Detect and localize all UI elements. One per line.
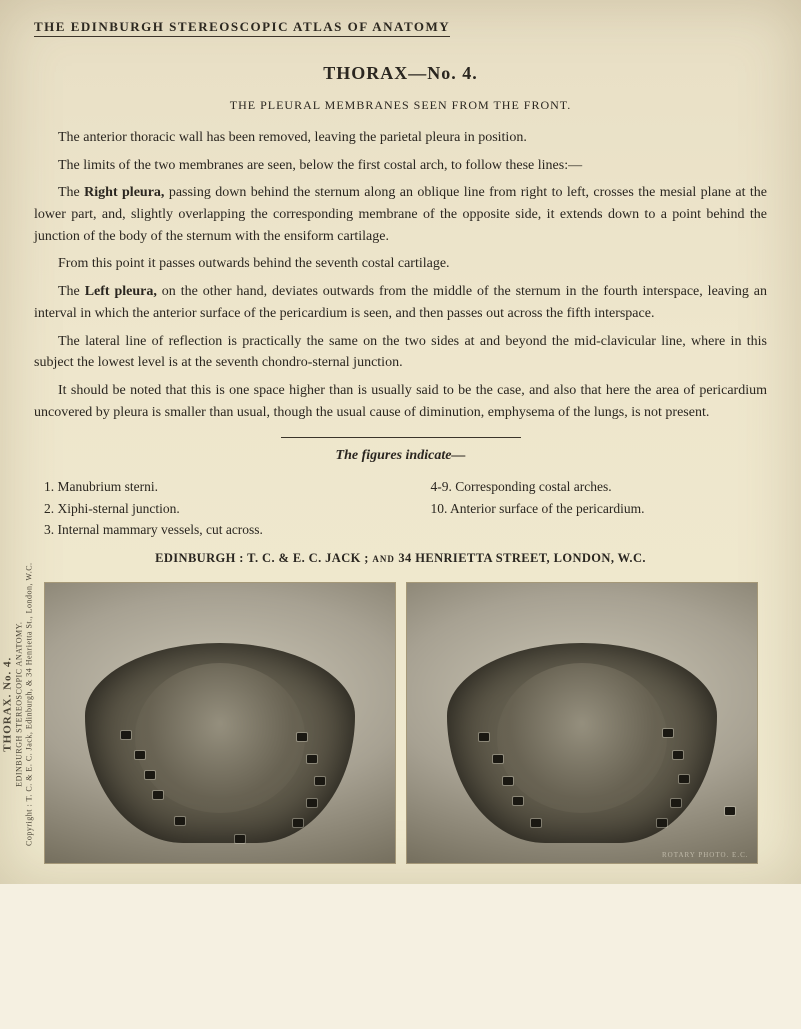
spine-label: THORAX. No. 4. EDINBURGH STEREOSCOPIC AN…: [4, 564, 32, 844]
spine-sub1: EDINBURGH STEREOSCOPIC ANATOMY.: [15, 621, 24, 786]
figures-indicate-heading: The figures indicate—: [34, 448, 767, 464]
figure-marker: [307, 799, 317, 807]
plate-title: THORAX—No. 4.: [34, 63, 767, 84]
paragraph-7: It should be noted that this is one spac…: [34, 380, 767, 423]
figure-marker: [673, 751, 683, 759]
spine-sub2: Copyright : T. C. & E. C. Jack, Edinburg…: [25, 562, 34, 846]
figure-marker: [315, 777, 325, 785]
spine-main: THORAX. No. 4.: [2, 657, 14, 752]
stereo-photo-right: ROTARY PHOTO. E.C.: [406, 582, 758, 864]
p5-bold: Left pleura,: [85, 284, 157, 299]
legend-item-3: 3. Internal mammary vessels, cut across.: [44, 519, 371, 541]
legend-item-2: 2. Xiphi-sternal junction.: [44, 498, 371, 520]
legend-left-column: 1. Manubrium sterni. 2. Xiphi-sternal ju…: [44, 476, 371, 541]
spine-text: THORAX. No. 4. EDINBURGH STEREOSCOPIC AN…: [2, 562, 34, 846]
figure-marker: [297, 733, 307, 741]
figure-marker: [657, 819, 667, 827]
publisher-a: EDINBURGH : T. C. & E. C. JACK ;: [155, 551, 372, 565]
figure-marker: [725, 807, 735, 815]
photo-credit: ROTARY PHOTO. E.C.: [662, 851, 748, 859]
figure-marker: [293, 819, 303, 827]
figure-marker: [153, 791, 163, 799]
legend-item-10: 10. Anterior surface of the pericardium.: [431, 498, 758, 520]
figure-marker: [145, 771, 155, 779]
p5-a: The: [58, 284, 85, 299]
paragraph-4: From this point it passes outwards behin…: [34, 253, 767, 275]
pericardial-surface-right: [497, 663, 667, 813]
figure-marker: [513, 797, 523, 805]
legend-item-4-9: 4-9. Corresponding costal arches.: [431, 476, 758, 498]
paragraph-3: The Right pleura, passing down behind th…: [34, 182, 767, 247]
stereo-photo-pair: ROTARY PHOTO. E.C.: [34, 582, 767, 864]
paragraph-5: The Left pleura, on the other hand, devi…: [34, 281, 767, 324]
figure-marker: [479, 733, 489, 741]
paragraph-2: The limits of the two membranes are seen…: [34, 155, 767, 177]
figure-marker: [307, 755, 317, 763]
legend-right-column: 4-9. Corresponding costal arches. 10. An…: [371, 476, 758, 541]
horizontal-rule: [281, 437, 521, 438]
running-header: THE EDINBURGH STEREOSCOPIC ATLAS OF ANAT…: [34, 19, 450, 37]
publisher-line: EDINBURGH : T. C. & E. C. JACK ; and 34 …: [34, 551, 767, 566]
legend-item-1: 1. Manubrium sterni.: [44, 476, 371, 498]
figure-marker: [663, 729, 673, 737]
paragraph-1: The anterior thoracic wall has been remo…: [34, 127, 767, 149]
publisher-b: 34 HENRIETTA STREET, LONDON, W.C.: [395, 551, 646, 565]
figure-marker: [671, 799, 681, 807]
publisher-and: and: [372, 551, 395, 565]
figure-marker: [531, 819, 541, 827]
p3-bold: Right pleura,: [84, 185, 164, 200]
document-page: THORAX. No. 4. EDINBURGH STEREOSCOPIC AN…: [0, 0, 801, 884]
plate-subtitle: THE PLEURAL MEMBRANES SEEN FROM THE FRON…: [34, 98, 767, 113]
legend: 1. Manubrium sterni. 2. Xiphi-sternal ju…: [44, 476, 757, 541]
figure-marker: [503, 777, 513, 785]
figure-marker: [679, 775, 689, 783]
stereo-photo-left: [44, 582, 396, 864]
figure-marker: [493, 755, 503, 763]
figure-marker: [121, 731, 131, 739]
figure-marker: [175, 817, 185, 825]
p3-a: The: [58, 185, 84, 200]
figure-marker: [235, 835, 245, 843]
paragraph-6: The lateral line of reflection is practi…: [34, 331, 767, 374]
figure-marker: [135, 751, 145, 759]
